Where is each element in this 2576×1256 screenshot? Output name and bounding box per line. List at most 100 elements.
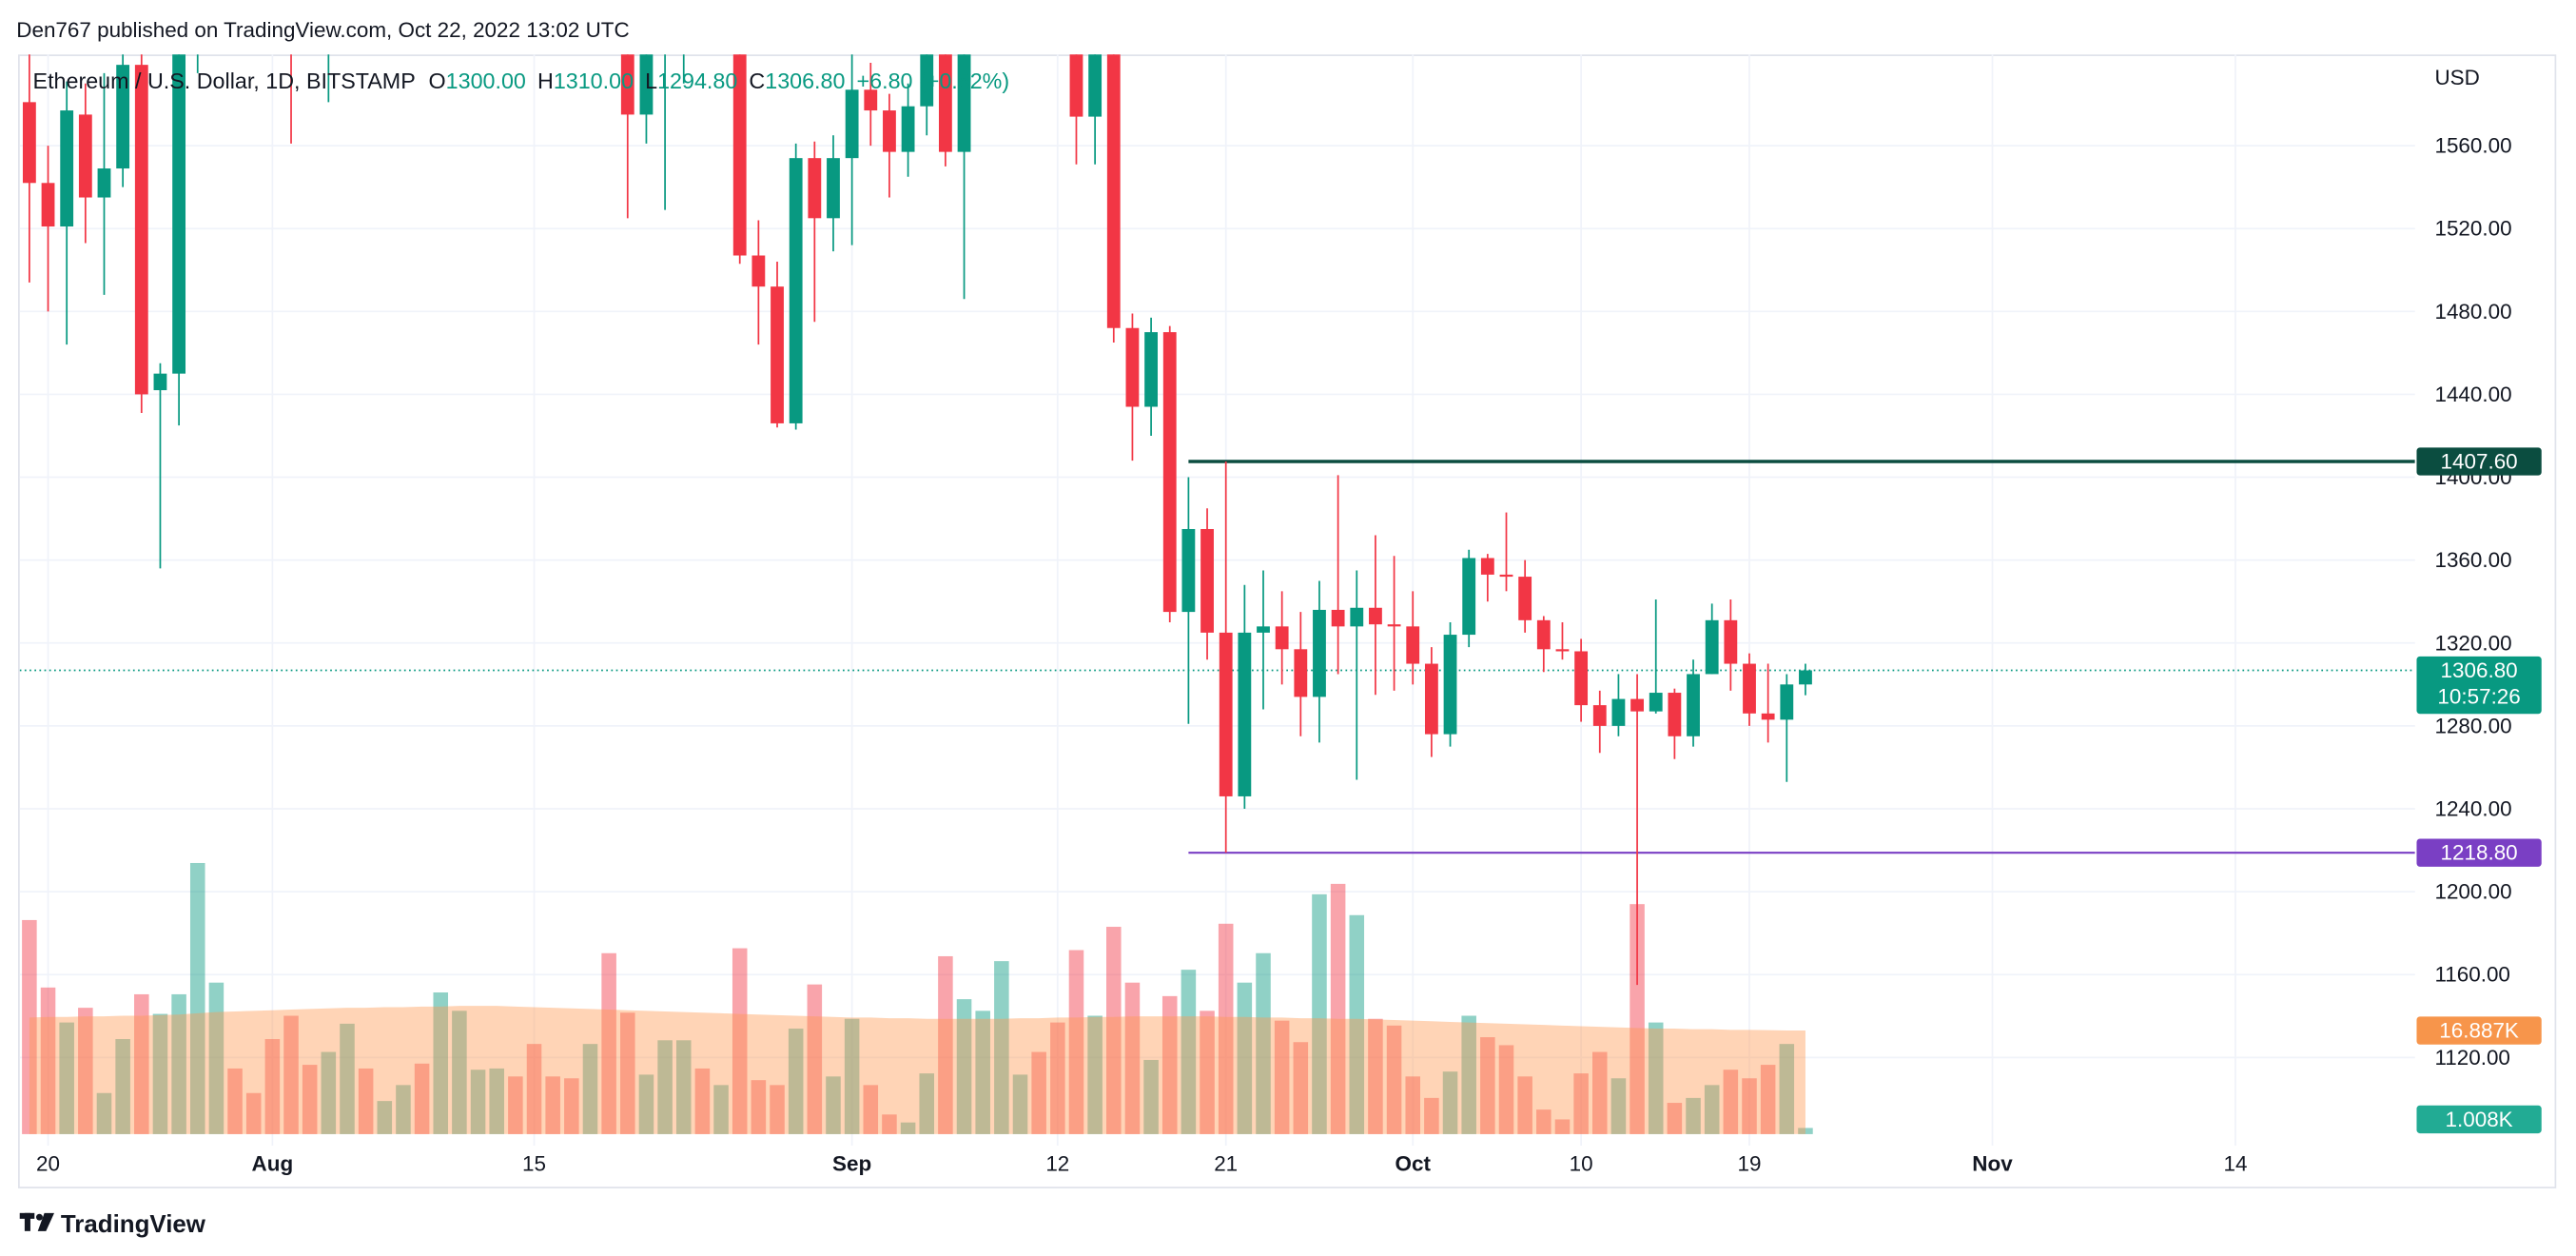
volume-bar [115,1039,130,1134]
volume-bar [844,1018,860,1134]
volume-bar [245,1092,262,1134]
symbol-name: Ethereum / U.S. Dollar, 1D, BITSTAMP [33,69,416,93]
volume-bar [863,1085,879,1134]
ohlc-key: C [749,69,765,93]
candle-body [1724,619,1738,664]
candle-body [1313,609,1326,697]
volume-bar [208,982,224,1134]
x-tick-label: Sep [832,1152,871,1176]
candle-body [1181,528,1196,613]
volume-bar [1068,950,1084,1134]
price-tag [2416,838,2542,867]
candle-body [957,54,971,152]
chart-frame [17,54,2557,1188]
candle-body [1574,651,1589,706]
candle-body [1555,649,1570,652]
volume-bar [788,1029,804,1134]
volume-bar [900,1122,916,1134]
candle-body [1462,558,1476,636]
volume-bar [1405,1076,1421,1134]
volume-bar [1798,1128,1813,1134]
candle-body [1611,698,1626,726]
candle-body [116,65,130,169]
candle-body [1705,619,1719,675]
candle-body [1200,528,1214,633]
logo-dot [35,1213,43,1221]
volume-bar [134,993,149,1134]
candle-body [1743,663,1756,714]
y-tick-label: 1240.00 [2434,797,2511,821]
volume-bar [1274,1020,1290,1134]
candle-body [1369,607,1382,625]
volume-bar [1330,883,1346,1134]
candle-body [1125,327,1140,407]
brand-logo [19,1212,54,1231]
y-tick-label: 1360.00 [2434,548,2511,572]
volume-bar [826,1076,841,1134]
x-tick-label: Oct [1395,1152,1432,1176]
volume-bar [377,1101,393,1134]
volume-bar [452,1011,467,1134]
volume-bar [1704,1085,1720,1134]
candle-body [808,158,822,219]
volume-bar [564,1078,579,1134]
volume-bar [1610,1078,1627,1134]
candle-body [1780,684,1794,720]
volume-bar [340,1023,355,1134]
volume-bar [938,955,953,1134]
volume-bar [40,987,56,1134]
volume-bar [171,993,186,1134]
volume-bar [994,961,1009,1134]
volume-bar [1723,1070,1739,1134]
x-tick-label: 19 [1738,1152,1762,1176]
ohlc-value: 1310.00 [554,69,634,93]
volume-bar [1161,995,1178,1134]
volume-bar [433,992,449,1134]
volume-bar [470,1070,486,1134]
x-tick-label: Nov [1972,1152,2013,1176]
candle-body [1406,626,1420,664]
volume-bar [59,1022,74,1134]
candle-body [1480,558,1494,575]
volume-bar [620,1012,635,1134]
volume-bar [956,999,972,1134]
volume-bar [1368,1018,1383,1134]
candle-body [1387,624,1401,627]
candle-body [97,168,111,198]
volume-bar [1293,1042,1309,1134]
y-tick-label: 1480.00 [2434,300,2511,324]
volume-bar [1181,970,1197,1134]
volume-bar [414,1063,430,1134]
price-tag-label: 16.887K [2439,1019,2519,1043]
volume-bar [1050,1022,1065,1134]
volume-bar [1349,914,1365,1134]
volume-bar [1143,1059,1159,1134]
candle-body [1687,674,1700,736]
ohlc-key: H [537,69,554,93]
volume-bar [1087,1015,1103,1134]
volume-bar [321,1051,337,1134]
volume-bar [1760,1065,1776,1134]
candle-body [1536,619,1551,650]
volume-bar [713,1085,729,1134]
volume-bar [96,1092,112,1134]
volume-bar [1424,1097,1439,1134]
candle-body [883,110,896,152]
volume-bar [189,862,205,1134]
volume-bar [694,1068,711,1134]
volume-bar [152,1013,168,1134]
price-tag [2416,447,2542,476]
volume-bar [807,984,823,1134]
volume-bar [770,1085,785,1134]
volume-bar [302,1065,318,1134]
candle-body [1088,54,1103,117]
volume-bar [1517,1076,1532,1134]
y-tick-label: 1440.00 [2434,383,2511,406]
candle-body [845,89,859,159]
candle-body [1761,713,1775,720]
candle-body [1799,670,1812,685]
candle-body [172,54,186,374]
volume-bar [1237,982,1253,1134]
candle-body [938,54,952,152]
